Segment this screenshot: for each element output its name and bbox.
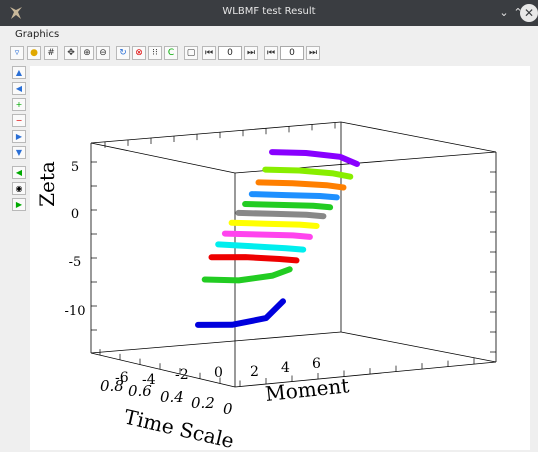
series-line [221,230,313,240]
first-frame-icon[interactable]: ⏮ [202,46,216,60]
neg-tick-label: -2 [175,367,189,383]
rotate-view-icon[interactable]: ▿ [10,46,24,60]
y-tick-label: 0 [223,400,233,418]
grid-icon[interactable]: # [44,46,58,60]
series-line [195,298,286,328]
app-icon [10,7,22,19]
neg-tick-label: -4 [142,372,156,388]
play-icon[interactable]: ▶ [12,198,26,211]
zoom-in-icon[interactable]: ⊕ [80,46,94,60]
z-axis-label: Zeta [35,161,59,207]
y-tick-label: 0.6 [128,382,152,400]
y-axis-label: Time Scale [122,404,236,450]
last-frame-icon[interactable]: ⏭ [244,46,258,60]
z-tick-label: 5 [71,160,79,175]
x-axis-label: Moment [264,373,350,406]
series-line [255,179,347,191]
series-line [201,266,293,284]
play-back-icon[interactable]: ◀ [12,166,26,179]
menu-graphics[interactable]: Graphics [15,29,60,40]
prev-frame-icon[interactable]: ⏮ [264,46,278,60]
close-icon[interactable]: ✕ [520,4,538,22]
frame-field-1[interactable]: 0 [218,46,242,60]
series-line [208,254,300,264]
add-icon[interactable]: + [12,98,26,111]
points-icon[interactable]: ⁝⁝ [148,46,162,60]
window-title: WLBMF test Result [222,6,316,17]
minimize-icon[interactable]: ⌄ [499,6,509,19]
menu-bar: Graphics [0,26,538,44]
rotate-left-icon[interactable]: ◀ [12,82,26,95]
rotate-right-icon[interactable]: ▶ [12,130,26,143]
series-line [248,191,340,201]
refresh-icon[interactable]: ↻ [116,46,130,60]
pan-icon[interactable]: ✥ [64,46,78,60]
x-tick-label: 2 [250,364,259,380]
series-line [269,149,360,167]
remove-icon[interactable]: − [12,114,26,127]
rotate-down-icon[interactable]: ▼ [12,146,26,159]
x-tick-label: 4 [281,360,290,376]
title-bar: WLBMF test Result ⌄ ⌃ ✕ [0,0,538,26]
x-tick-label: 6 [312,356,321,372]
plot-area[interactable]: Zeta 5 0 -5 -10 2 4 6 -6 -4 -2 0 0.8 0.6… [30,66,530,450]
z-tick-label: -10 [65,304,86,319]
y-tick-label: 0.2 [191,394,215,412]
series-line [215,241,307,253]
maximize-icon[interactable]: ⌃ [513,6,523,19]
z-tick-label: 0 [71,207,79,222]
stop-icon[interactable]: ⊗ [132,46,146,60]
y-tick-label: 0.4 [160,388,184,406]
series-line [242,201,334,211]
record-icon[interactable]: ◉ [12,182,26,195]
series-line [228,219,320,229]
light-icon[interactable]: ● [27,46,41,60]
toolbar: ▿ ● # ✥ ⊕ ⊖ ↻ ⊗ ⁝⁝ C ▢ ⏮ 0 ⏭ ⏮ 0 ⏭ [0,44,538,64]
series-line [262,166,354,180]
series-line [235,209,327,220]
side-toolbar: ▲ ◀ + − ▶ ▼ ◀ ◉ ▶ [8,64,30,450]
copy-icon[interactable]: ▢ [184,46,198,60]
frame-field-2[interactable]: 0 [280,46,304,60]
color-icon[interactable]: C [164,46,178,60]
z-tick-label: -5 [69,255,82,270]
rotate-up-icon[interactable]: ▲ [12,66,26,79]
3d-line-plot: Zeta 5 0 -5 -10 2 4 6 -6 -4 -2 0 0.8 0.6… [35,121,497,450]
y-tick-label: 0.8 [100,377,124,395]
zoom-out-icon[interactable]: ⊖ [96,46,110,60]
bounding-box [90,121,497,388]
neg-tick-label: 0 [214,365,223,381]
neg-tick-label: -6 [115,370,129,386]
next-frame-icon[interactable]: ⏭ [306,46,320,60]
